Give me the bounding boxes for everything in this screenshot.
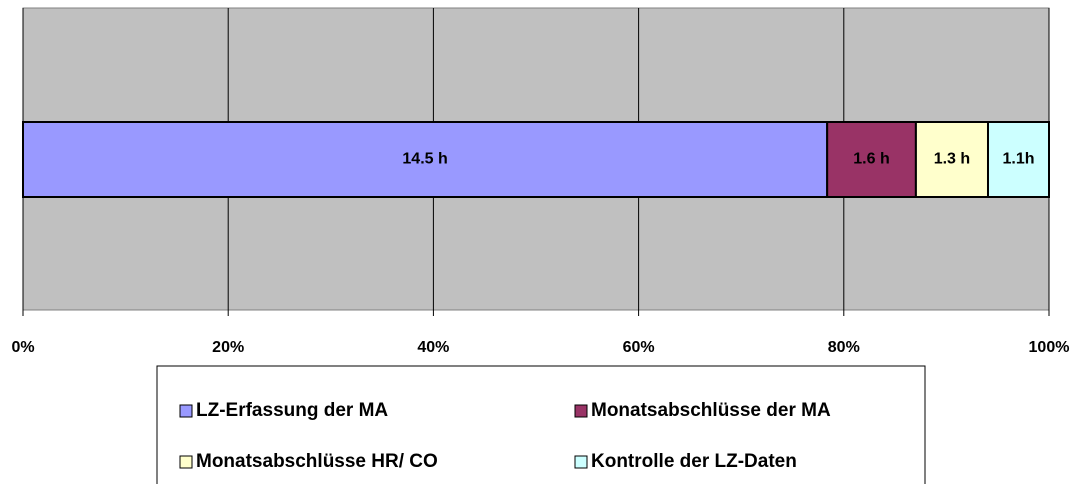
bar-segment [914, 121, 989, 198]
bar-segment [22, 121, 829, 198]
x-tick-label: 60% [623, 339, 655, 356]
legend-label: Monatsabschlüsse der MA [591, 400, 831, 421]
bar-segment [826, 121, 917, 198]
data-label: 1.1h [1002, 151, 1034, 168]
legend-label: LZ-Erfassung der MA [196, 400, 388, 421]
x-tick-label: 40% [417, 339, 449, 356]
legend-label: Kontrolle der LZ-Daten [591, 451, 797, 472]
legend-swatch [179, 404, 193, 418]
x-tick-label: 20% [212, 339, 244, 356]
legend-swatch [574, 455, 588, 469]
data-label: 1.3 h [934, 151, 970, 168]
legend-swatch [179, 455, 193, 469]
x-tick-label: 100% [1029, 339, 1070, 356]
legend-label: Monatsabschlüsse HR/ CO [196, 451, 438, 472]
legend-swatch [574, 404, 588, 418]
x-tick-label: 0% [11, 339, 34, 356]
data-label: 1.6 h [853, 151, 889, 168]
bar-segment [986, 121, 1050, 198]
legend-box [156, 365, 926, 484]
data-label: 14.5 h [402, 151, 447, 168]
x-tick-label: 80% [828, 339, 860, 356]
